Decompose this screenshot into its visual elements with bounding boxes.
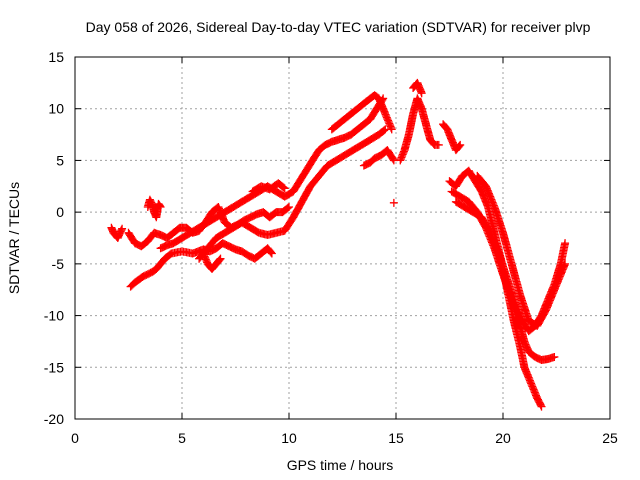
data-point	[456, 140, 465, 149]
series-arc-10	[359, 146, 398, 170]
data-points	[107, 78, 570, 411]
data-point	[280, 184, 289, 193]
data-point	[389, 155, 398, 164]
x-tick-label: 25	[602, 430, 618, 446]
x-axis-label: GPS time / hours	[287, 457, 394, 473]
data-point	[550, 352, 559, 361]
y-tick-label: 15	[48, 49, 64, 65]
chart-title: Day 058 of 2026, Sidereal Day-to-day VTE…	[86, 19, 591, 35]
y-tick-label: 5	[56, 152, 64, 168]
series-arc-12	[396, 94, 443, 165]
data-point	[561, 239, 570, 248]
data-point	[455, 141, 464, 150]
data-point	[561, 259, 570, 268]
series-arc-11	[389, 198, 398, 207]
data-point	[434, 140, 443, 149]
y-tick-label: -20	[44, 411, 64, 427]
data-point	[417, 89, 426, 98]
series-arc-6	[195, 125, 390, 263]
series-arc-4	[143, 195, 165, 222]
data-point	[267, 249, 276, 258]
y-tick-label: 10	[48, 101, 64, 117]
y-tick-label: -15	[44, 359, 64, 375]
data-point	[117, 226, 126, 235]
data-point	[279, 183, 288, 192]
y-tick-label: -5	[52, 256, 65, 272]
series-arc-8	[248, 179, 289, 196]
y-tick-label: -10	[44, 308, 64, 324]
plot-frame	[74, 56, 611, 420]
x-tick-label: 5	[178, 430, 186, 446]
data-point	[267, 248, 275, 257]
data-point	[387, 125, 396, 134]
series-arc-7	[199, 249, 225, 273]
series-arc-13	[409, 78, 426, 98]
series-arc-1	[107, 223, 127, 242]
axis-ticks: 0 5 10 15 20 25 -20 -15 -10 -5 0 5 10 15	[44, 49, 618, 446]
series-arc-9	[327, 91, 396, 134]
data-point	[536, 401, 545, 410]
series-arc-14	[439, 120, 465, 155]
data-point	[156, 202, 165, 211]
x-tick-label: 0	[71, 430, 79, 446]
data-point	[380, 126, 389, 135]
y-tick-label: 0	[56, 204, 64, 220]
data-point	[118, 224, 127, 233]
series-arc-2	[126, 239, 276, 291]
data-point	[285, 202, 293, 211]
data-point	[283, 203, 292, 212]
data-point	[389, 198, 398, 207]
x-tick-label: 15	[388, 430, 404, 446]
data-point	[537, 402, 546, 411]
x-tick-label: 10	[281, 430, 297, 446]
series-arc-18	[473, 171, 570, 330]
data-point	[215, 255, 224, 264]
series-arc-5	[156, 94, 388, 253]
x-tick-label: 20	[495, 430, 511, 446]
data-point	[216, 254, 225, 263]
data-point	[155, 201, 164, 210]
y-axis-label: SDTVAR / TECUs	[6, 182, 22, 294]
